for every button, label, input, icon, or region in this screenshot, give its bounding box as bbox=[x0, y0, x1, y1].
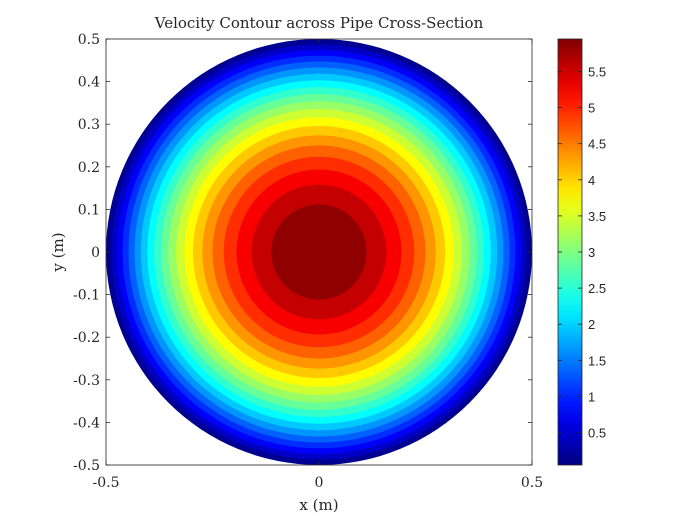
x-axis-label: x (m) bbox=[299, 496, 338, 514]
colorbar-tick-label: 1 bbox=[588, 389, 595, 404]
contour-bands bbox=[106, 39, 532, 465]
y-axis-label: y (m) bbox=[49, 232, 67, 272]
colorbar-tick-label: 4 bbox=[588, 173, 595, 188]
colorbar-tick-label: 3 bbox=[588, 245, 595, 260]
y-tick-label: 0.1 bbox=[78, 202, 100, 218]
colorbar-tick-label: 0.5 bbox=[588, 426, 606, 441]
y-tick-label: 0.4 bbox=[78, 75, 100, 91]
y-tick-label: 0.5 bbox=[78, 32, 100, 48]
y-tick-label: 0.3 bbox=[78, 117, 100, 133]
chart-title: Velocity Contour across Pipe Cross-Secti… bbox=[154, 14, 484, 32]
y-tick-label: -0.3 bbox=[73, 373, 100, 389]
y-axis-ticks: 0.5 0.4 0.3 0.2 0.1 0 -0.1 -0.2 -0.3 -0.4 -0.5 bbox=[73, 32, 532, 474]
contour-band bbox=[271, 204, 367, 300]
y-tick-label: -0.4 bbox=[73, 415, 100, 431]
y-tick-label: -0.2 bbox=[73, 330, 100, 346]
y-tick-label: -0.1 bbox=[73, 288, 100, 304]
x-tick-label: 0 bbox=[315, 475, 324, 491]
x-tick-label: 0.5 bbox=[521, 475, 543, 491]
y-tick-label: -0.5 bbox=[73, 458, 100, 474]
colorbar-tick-label: 5.5 bbox=[588, 64, 606, 79]
colorbar-tick-label: 2.5 bbox=[588, 281, 606, 296]
x-tick-label: -0.5 bbox=[93, 475, 120, 491]
colorbar-tick-label: 3.5 bbox=[588, 209, 606, 224]
y-tick-label: 0.2 bbox=[78, 160, 100, 176]
x-axis-ticks: -0.5 0 0.5 bbox=[93, 39, 543, 491]
y-tick-label: 0 bbox=[91, 245, 100, 261]
colorbar-tick-label: 5 bbox=[588, 101, 595, 116]
colorbar-tick-label: 2 bbox=[588, 317, 595, 332]
colorbar: 5.5 5 4.5 4 3.5 3 2.5 2 1.5 1 0.5 bbox=[557, 38, 606, 466]
colorbar-tick-label: 1.5 bbox=[588, 353, 606, 368]
colorbar-tick-label: 4.5 bbox=[588, 137, 606, 152]
colorbar-ticks: 5.5 5 4.5 4 3.5 3 2.5 2 1.5 1 0.5 bbox=[558, 64, 606, 441]
plot-area: 0.5 0.4 0.3 0.2 0.1 0 -0.1 -0.2 -0.3 -0.4 -0.5 -0.… bbox=[73, 32, 543, 491]
